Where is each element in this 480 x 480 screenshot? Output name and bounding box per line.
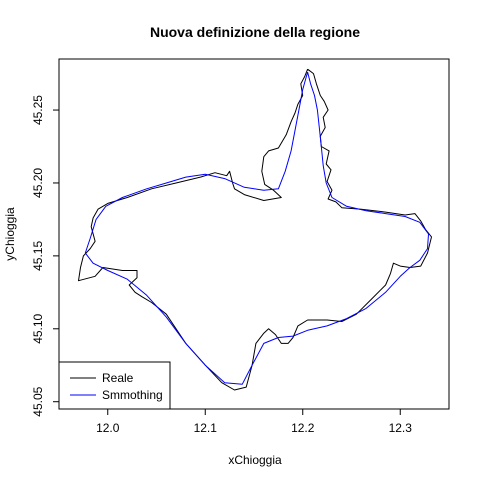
y-axis: 45.05 45.10 45.15 45.20 45.25 (31, 95, 59, 417)
series-line-smoothing (84, 71, 429, 385)
plot-frame (58, 58, 450, 410)
y-axis-title: yChioggia (3, 207, 17, 261)
x-axis: 12.0 12.1 12.2 12.3 (96, 409, 412, 435)
x-tick-label: 12.0 (96, 421, 120, 435)
chart-title: Nuova definizione della regione (150, 24, 360, 40)
x-tick-label: 12.3 (389, 421, 413, 435)
y-tick-label: 45.05 (31, 386, 45, 416)
legend: Reale Smmothing (58, 361, 171, 410)
y-tick-label: 45.25 (31, 95, 45, 125)
x-tick-label: 12.2 (291, 421, 315, 435)
legend-label-smoothing: Smmothing (102, 388, 163, 402)
legend-label-reale: Reale (102, 371, 134, 385)
x-axis-title: xChioggia (228, 453, 282, 467)
x-tick-label: 12.1 (194, 421, 218, 435)
y-tick-label: 45.15 (31, 241, 45, 271)
y-tick-label: 45.10 (31, 313, 45, 343)
plot-series (78, 68, 432, 391)
legend-box (58, 361, 171, 410)
series-line-reale (78, 68, 432, 391)
y-tick-label: 45.20 (31, 168, 45, 198)
